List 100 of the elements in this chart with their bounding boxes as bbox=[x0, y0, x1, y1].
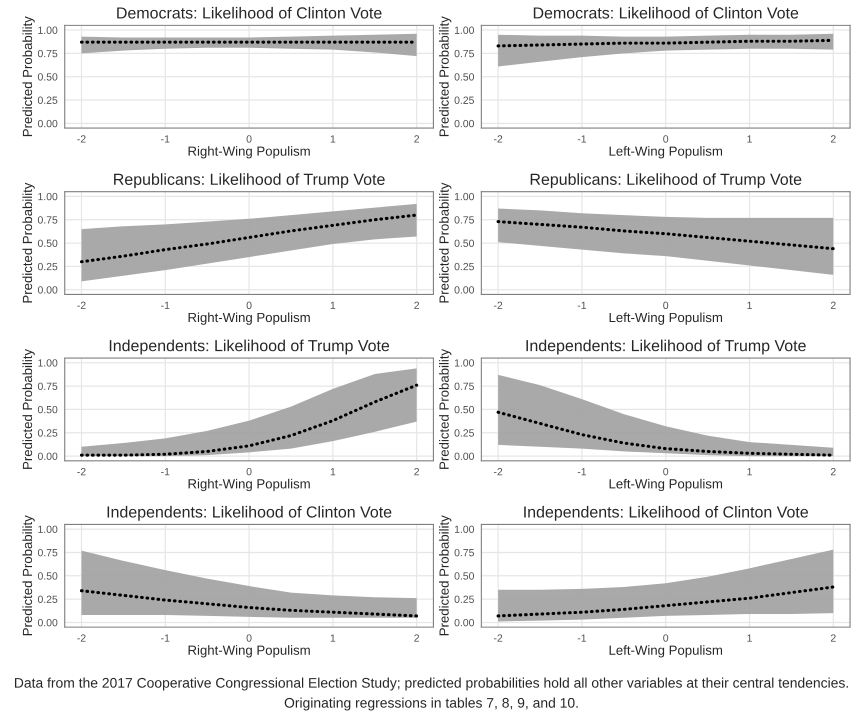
x-tick-label: -1 bbox=[161, 468, 170, 476]
y-axis-title: Predicted Probability bbox=[22, 515, 35, 636]
x-axis-title: Left-Wing Populism bbox=[610, 146, 722, 158]
y-tick-label: 0.75 bbox=[454, 216, 474, 224]
x-tick-label: -2 bbox=[77, 302, 86, 309]
x-tick-label: 2 bbox=[414, 135, 420, 143]
y-tick-label: 0.50 bbox=[38, 406, 58, 414]
x-tick-label: 1 bbox=[330, 135, 336, 143]
x-tick-label: -1 bbox=[578, 468, 586, 476]
line-series bbox=[496, 585, 835, 618]
x-tick-label: -1 bbox=[161, 302, 170, 309]
x-tick-label: 0 bbox=[663, 302, 668, 310]
y-axis-title: Predicted Probability bbox=[22, 348, 35, 469]
y-tick-label: 0.00 bbox=[38, 120, 58, 128]
line-series bbox=[80, 589, 418, 618]
x-tick-label: -2 bbox=[494, 135, 502, 143]
y-tick-label: 0.25 bbox=[38, 596, 58, 603]
y-tick-label: 1.00 bbox=[38, 526, 58, 533]
y-tick-label: 0.50 bbox=[454, 240, 474, 247]
y-tick-label: 0.50 bbox=[38, 240, 58, 247]
x-tick-label: 1 bbox=[330, 468, 336, 476]
chart-title: Independents: Likelihood of Clinton Vote bbox=[108, 506, 392, 521]
x-tick-label: -2 bbox=[494, 468, 502, 476]
x-tick-label: 2 bbox=[414, 468, 420, 476]
y-tick-label: 0.75 bbox=[38, 216, 58, 224]
line-series bbox=[80, 214, 418, 264]
x-tick-label: 1 bbox=[747, 302, 752, 309]
x-tick-label: -1 bbox=[578, 135, 586, 143]
x-tick-label: 2 bbox=[830, 634, 836, 642]
y-tick-label: 1.00 bbox=[454, 359, 474, 367]
y-tick-label: 1.00 bbox=[38, 359, 58, 367]
y-axis-title: Predicted Probability bbox=[22, 16, 35, 136]
y-axis-title: Predicted Probability bbox=[439, 182, 452, 302]
y-tick-label: 0.00 bbox=[38, 618, 58, 626]
x-axis-title: Left-Wing Populism bbox=[610, 312, 722, 325]
y-tick-label: 0.00 bbox=[454, 120, 474, 128]
x-tick-label: -2 bbox=[77, 135, 86, 143]
x-tick-label: 2 bbox=[414, 634, 420, 642]
x-axis-title: Right-Wing Populism bbox=[188, 645, 310, 658]
line-series bbox=[496, 220, 835, 250]
y-tick-label: 0.25 bbox=[454, 596, 474, 603]
x-axis-title: Left-Wing Populism bbox=[610, 645, 722, 658]
y-tick-label: 0.75 bbox=[454, 548, 474, 556]
text: Data from the 2017 Cooperative Congressional Election Study; predicted probabilities hold all other variables at their central tendencies. Originating regressions in tables 7, 8, 9, and 10. bbox=[14, 678, 848, 710]
x-tick-label: -2 bbox=[494, 634, 502, 642]
y-tick-label: 0.25 bbox=[38, 429, 58, 437]
x-axis-title: Right-Wing Populism bbox=[188, 312, 310, 325]
y-axis-title: Predicted Probability bbox=[22, 182, 35, 302]
y-axis-title: Predicted Probability bbox=[439, 16, 452, 136]
y-tick-label: 0.00 bbox=[454, 286, 474, 294]
y-tick-label: 0.75 bbox=[38, 382, 58, 390]
y-tick-label: 0.00 bbox=[454, 452, 474, 460]
y-tick-label: 0.75 bbox=[38, 50, 58, 58]
x-tick-label: -2 bbox=[77, 468, 86, 476]
line-series bbox=[80, 384, 418, 457]
x-tick-label: 2 bbox=[830, 135, 836, 143]
x-axis-title: Right-Wing Populism bbox=[188, 146, 310, 158]
chart-title: Independents: Likelihood of Trump Vote bbox=[526, 340, 806, 354]
y-tick-label: 1.00 bbox=[454, 26, 474, 34]
chart-title: Independents: Likelihood of Clinton Vote bbox=[524, 506, 808, 521]
x-tick-label: 1 bbox=[747, 468, 752, 476]
y-tick-label: 0.25 bbox=[38, 96, 58, 104]
x-tick-label: 0 bbox=[663, 468, 668, 476]
x-tick-label: 0 bbox=[246, 634, 252, 642]
x-tick-label: 0 bbox=[663, 634, 668, 642]
chart-title: Republicans: Likelihood of Trump Vote bbox=[114, 173, 385, 188]
y-tick-label: 0.00 bbox=[38, 286, 58, 294]
y-axis-title: Predicted Probability bbox=[439, 515, 452, 636]
x-tick-label: 2 bbox=[414, 302, 420, 309]
x-axis-title: Left-Wing Populism bbox=[610, 478, 722, 492]
y-tick-label: 1.00 bbox=[454, 192, 474, 200]
x-tick-label: -2 bbox=[77, 634, 86, 642]
y-tick-label: 0.25 bbox=[454, 262, 474, 270]
x-tick-label: 2 bbox=[830, 302, 836, 309]
x-tick-label: 1 bbox=[330, 302, 336, 309]
chart-title: Democrats: Likelihood of Clinton Vote bbox=[534, 6, 798, 19]
y-tick-label: 0.25 bbox=[38, 262, 58, 270]
y-tick-label: 0.00 bbox=[454, 618, 474, 626]
y-tick-label: 1.00 bbox=[38, 26, 58, 34]
x-tick-label: -1 bbox=[578, 634, 586, 642]
y-tick-label: 0.50 bbox=[454, 73, 474, 81]
y-tick-label: 1.00 bbox=[454, 526, 474, 533]
x-tick-label: 0 bbox=[246, 302, 252, 310]
x-tick-label: -1 bbox=[161, 634, 170, 642]
y-tick-label: 0.75 bbox=[454, 382, 474, 390]
chart-title: Democrats: Likelihood of Clinton Vote bbox=[117, 6, 382, 19]
x-tick-label: -2 bbox=[494, 302, 502, 309]
y-tick-label: 0.50 bbox=[38, 73, 58, 81]
x-tick-label: 0 bbox=[663, 135, 668, 143]
x-tick-label: 1 bbox=[747, 634, 752, 642]
chart-title: Independents: Likelihood of Trump Vote bbox=[110, 340, 390, 354]
x-tick-label: 2 bbox=[830, 468, 836, 476]
y-tick-label: 0.75 bbox=[38, 548, 58, 556]
x-tick-label: 1 bbox=[747, 135, 752, 143]
y-tick-label: 0.00 bbox=[38, 452, 58, 460]
chart-title: Republicans: Likelihood of Trump Vote bbox=[530, 173, 802, 188]
y-tick-label: 1.00 bbox=[38, 192, 58, 200]
y-tick-label: 0.50 bbox=[454, 572, 474, 580]
x-axis-title: Right-Wing Populism bbox=[188, 478, 310, 492]
y-tick-label: 0.50 bbox=[454, 406, 474, 414]
